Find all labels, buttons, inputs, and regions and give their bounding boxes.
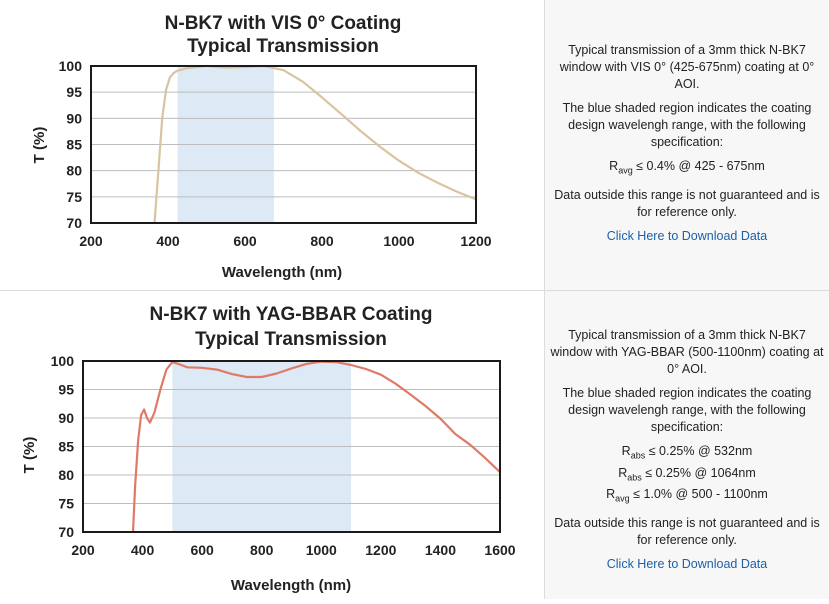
y-tick-label: 75 bbox=[66, 189, 82, 205]
chart-title: N-BK7 with YAG-BBAR Coating bbox=[150, 304, 433, 325]
chart-cell-yag: N-BK7 with YAG-BBAR Coating Typical Tran… bbox=[0, 291, 545, 599]
disclaimer-text: Data outside this range is not guarantee… bbox=[554, 515, 820, 547]
x-tick-label: 1000 bbox=[383, 233, 414, 249]
x-tick-label: 1400 bbox=[425, 542, 456, 558]
chart-vis-coating: N-BK7 with VIS 0° Coating Typical Transm… bbox=[31, 13, 492, 281]
shaded-region-note: The blue shaded region indicates the coa… bbox=[562, 101, 812, 149]
y-tick-label: 75 bbox=[58, 496, 74, 512]
chart-row-vis: N-BK7 with VIS 0° Coating Typical Transm… bbox=[0, 0, 829, 291]
y-tick-label: 100 bbox=[59, 58, 83, 74]
chart-row-yag: N-BK7 with YAG-BBAR Coating Typical Tran… bbox=[0, 291, 829, 599]
y-tick-label: 80 bbox=[58, 467, 74, 483]
y-tick-label: 90 bbox=[58, 410, 74, 426]
disclaimer-text: Data outside this range is not guarantee… bbox=[554, 187, 820, 219]
spec-line: Rabs ≤ 0.25% @ 532nm bbox=[621, 444, 753, 461]
y-tick-label: 95 bbox=[58, 382, 74, 398]
description-panel-yag: Typical transmission of a 3mm thick N-BK… bbox=[545, 291, 829, 599]
spec-line: Rabs ≤ 0.25% @ 1064nm bbox=[618, 465, 756, 483]
y-tick-label: 90 bbox=[66, 110, 82, 126]
y-axis-label: T (%) bbox=[21, 437, 38, 474]
x-axis-label: Wavelength (nm) bbox=[222, 264, 342, 281]
x-tick-label: 200 bbox=[79, 233, 103, 249]
x-tick-label: 800 bbox=[250, 542, 274, 558]
y-axis-label: T (%) bbox=[31, 127, 48, 164]
x-axis-label: Wavelength (nm) bbox=[231, 577, 351, 594]
chart-subtitle: Typical Transmission bbox=[187, 36, 379, 57]
chart-yag-bbar-coating: N-BK7 with YAG-BBAR Coating Typical Tran… bbox=[21, 304, 516, 594]
description-text: Typical transmission of a 3mm thick N-BK… bbox=[550, 328, 824, 376]
chart-title: N-BK7 with VIS 0° Coating bbox=[165, 13, 402, 34]
spec-line: Ravg ≤ 1.0% @ 500 - 1100nm bbox=[606, 487, 768, 504]
spec-list: Ravg ≤ 0.4% @ 425 - 675nm bbox=[549, 158, 825, 180]
description-panel-vis: Typical transmission of a 3mm thick N-BK… bbox=[545, 0, 829, 290]
plot-frame bbox=[82, 360, 501, 533]
y-tick-label: 85 bbox=[58, 439, 74, 455]
x-tick-label: 600 bbox=[190, 542, 214, 558]
x-tick-label: 600 bbox=[233, 233, 257, 249]
plot-frame bbox=[90, 65, 477, 224]
x-tick-label: 1000 bbox=[306, 542, 337, 558]
x-tick-label: 1200 bbox=[460, 233, 491, 249]
chart-subtitle: Typical Transmission bbox=[195, 329, 387, 350]
y-tick-label: 85 bbox=[66, 137, 82, 153]
shaded-region-note: The blue shaded region indicates the coa… bbox=[562, 386, 812, 434]
y-tick-label: 70 bbox=[66, 215, 82, 231]
y-tick-label: 80 bbox=[66, 163, 82, 179]
x-tick-label: 400 bbox=[131, 542, 155, 558]
download-data-link[interactable]: Click Here to Download Data bbox=[606, 228, 768, 243]
x-tick-label: 1600 bbox=[484, 542, 515, 558]
x-tick-label: 800 bbox=[310, 233, 334, 249]
y-tick-label: 95 bbox=[66, 84, 82, 100]
spec-line: Ravg ≤ 0.4% @ 425 - 675nm bbox=[609, 159, 765, 176]
chart-cell-vis: N-BK7 with VIS 0° Coating Typical Transm… bbox=[0, 0, 545, 290]
transmission-curve bbox=[131, 360, 501, 533]
y-tick-label: 70 bbox=[58, 524, 74, 540]
x-tick-label: 200 bbox=[71, 542, 95, 558]
x-tick-label: 400 bbox=[156, 233, 180, 249]
download-data-link[interactable]: Click Here to Download Data bbox=[606, 556, 768, 571]
description-text: Typical transmission of a 3mm thick N-BK… bbox=[559, 43, 815, 91]
y-tick-label: 100 bbox=[51, 353, 75, 369]
spec-list: Rabs ≤ 0.25% @ 532nm Rabs ≤ 0.25% @ 1064n… bbox=[549, 443, 825, 508]
x-tick-label: 1200 bbox=[365, 542, 396, 558]
